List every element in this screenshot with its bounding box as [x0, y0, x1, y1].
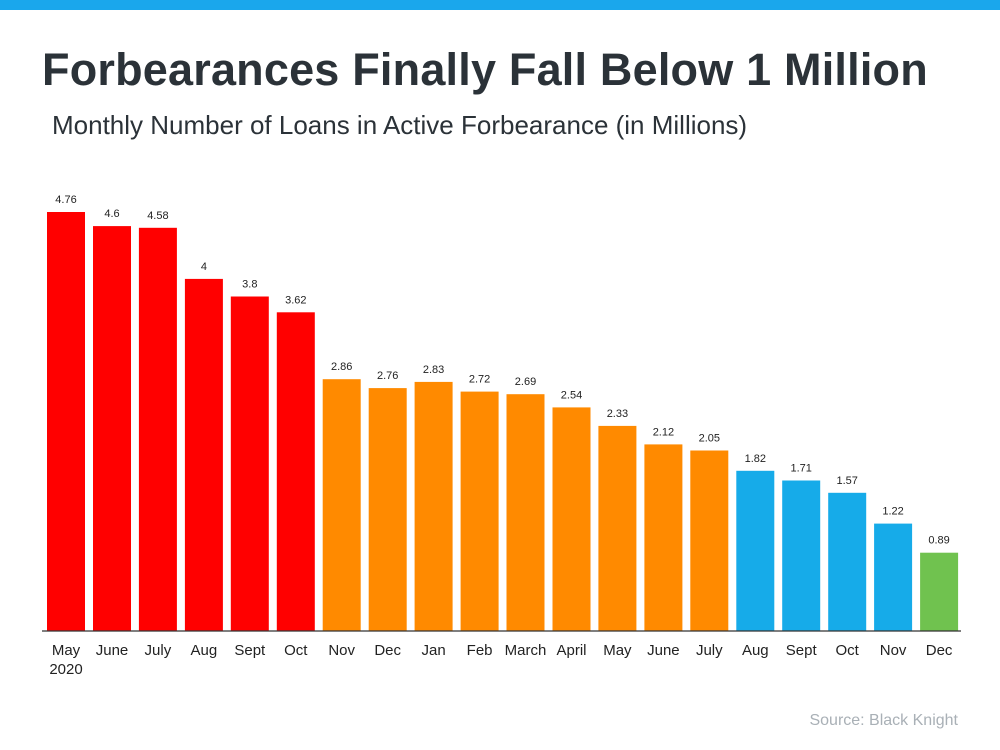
value-label-11: 2.54	[561, 389, 582, 401]
category-label-2: July	[145, 642, 172, 659]
bar-10	[506, 394, 545, 631]
value-label-14: 2.05	[699, 433, 720, 445]
category-label-14: July	[696, 642, 723, 659]
category-label-15: Aug	[742, 642, 769, 659]
bar-5	[276, 312, 315, 631]
value-label-1: 4.6	[104, 208, 119, 220]
chart-subtitle: Monthly Number of Loans in Active Forbea…	[52, 110, 748, 140]
category-label-0-line2: 2020	[49, 661, 82, 678]
bar-14	[690, 450, 729, 631]
value-label-9: 2.72	[469, 374, 490, 386]
category-label-11: April	[556, 642, 586, 659]
category-label-0: May	[52, 642, 81, 659]
category-label-1: June	[96, 642, 129, 659]
category-label-12: May	[603, 642, 632, 659]
value-label-10: 2.69	[515, 376, 536, 388]
value-label-16: 1.71	[790, 463, 811, 475]
bar-9	[460, 391, 499, 631]
category-label-16: Sept	[786, 642, 818, 659]
value-label-15: 1.82	[745, 453, 766, 465]
category-label-7: Dec	[374, 642, 401, 659]
bar-11	[552, 407, 591, 631]
bar-16	[782, 480, 821, 631]
category-label-19: Dec	[926, 642, 953, 659]
value-label-12: 2.33	[607, 408, 628, 420]
value-label-6: 2.86	[331, 361, 352, 373]
bar-4	[230, 296, 269, 631]
bar-2	[138, 227, 177, 632]
category-label-18: Nov	[880, 642, 907, 659]
bar-chart: 4.76 May 2020 4.6 June 4.58 July 4 Aug 3.8 Sept 3.6…	[42, 194, 961, 678]
value-label-5: 3.62	[285, 294, 306, 306]
bar-12	[598, 425, 637, 631]
chart-title: Forbearances Finally Fall Below 1 Millio…	[42, 44, 928, 95]
category-label-9: Feb	[467, 642, 493, 659]
category-label-8: Jan	[422, 642, 446, 659]
value-label-2: 4.58	[147, 210, 168, 222]
category-label-5: Oct	[284, 642, 308, 659]
value-label-7: 2.76	[377, 370, 398, 382]
value-label-8: 2.83	[423, 364, 444, 376]
value-label-17: 1.57	[836, 475, 857, 487]
source-note: Source: Black Knight	[809, 712, 958, 729]
value-label-18: 1.22	[882, 506, 903, 518]
value-label-3: 4	[201, 261, 207, 273]
bar-3	[184, 278, 223, 631]
value-label-4: 3.8	[242, 279, 257, 291]
top-accent-bar	[0, 0, 1000, 10]
bar-0	[47, 212, 85, 631]
bar-17	[828, 492, 867, 631]
category-label-3: Aug	[191, 642, 218, 659]
value-label-0: 4.76	[55, 194, 76, 206]
bar-1	[93, 226, 131, 631]
value-label-13: 2.12	[653, 426, 674, 438]
bar-6	[322, 379, 361, 631]
value-label-19: 0.89	[928, 535, 949, 547]
bar-13	[644, 444, 683, 631]
bar-18	[874, 523, 913, 631]
bar-15	[736, 470, 775, 631]
category-label-13: June	[647, 642, 680, 659]
category-label-10: March	[505, 642, 547, 659]
category-label-4: Sept	[234, 642, 266, 659]
bar-8	[414, 381, 453, 631]
bar-7	[368, 388, 407, 631]
category-label-6: Nov	[328, 642, 355, 659]
bar-19	[920, 552, 959, 631]
category-label-17: Oct	[836, 642, 860, 659]
